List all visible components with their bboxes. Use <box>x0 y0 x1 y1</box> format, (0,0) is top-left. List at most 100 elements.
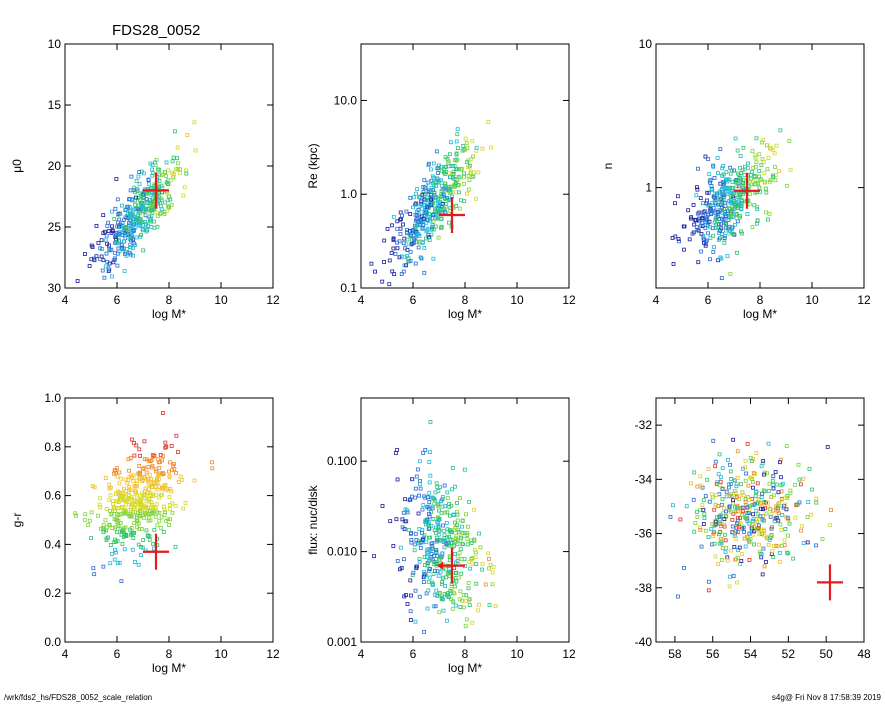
scatter-point <box>438 210 443 215</box>
scatter-point <box>682 247 686 252</box>
scatter-point <box>427 524 432 528</box>
scatter-point <box>467 499 471 504</box>
scatter-point <box>735 204 740 209</box>
scatter-point <box>437 528 441 533</box>
scatter-point <box>98 496 102 501</box>
scatter-point <box>682 566 686 570</box>
scatter-point <box>395 246 400 251</box>
scatter-point <box>395 447 400 452</box>
scatter-point <box>698 525 702 530</box>
scatter-point <box>115 561 120 565</box>
scatter-point <box>724 177 728 182</box>
scatter-points-n <box>670 128 793 281</box>
scatter-point <box>182 185 187 190</box>
scatter-point <box>753 493 758 498</box>
scatter-point <box>780 543 784 548</box>
y-tick-label: 1.0 <box>340 187 357 201</box>
scatter-point <box>132 507 137 512</box>
scatter-point <box>746 161 750 166</box>
scatter-point <box>451 164 455 168</box>
scatter-point <box>168 487 173 491</box>
scatter-point <box>720 232 725 237</box>
scatter-point <box>718 196 723 201</box>
scatter-point <box>159 183 164 188</box>
scatter-point <box>755 481 760 486</box>
scatter-point <box>483 582 488 587</box>
scatter-point <box>138 453 143 458</box>
scatter-point <box>434 216 439 220</box>
scatter-point <box>74 513 78 518</box>
scatter-point <box>488 563 493 567</box>
scatter-point <box>771 478 775 483</box>
scatter-point <box>767 179 772 184</box>
scatter-point <box>170 170 175 175</box>
scatter-point <box>98 257 103 262</box>
scatter-point <box>689 215 694 220</box>
scatter-point <box>727 482 731 487</box>
scatter-point <box>167 495 172 499</box>
scatter-point <box>461 605 466 610</box>
scatter-point <box>413 486 418 491</box>
scatter-point <box>174 471 179 475</box>
scatter-point <box>761 507 765 512</box>
scatter-point <box>408 259 413 263</box>
scatter-point <box>443 172 448 177</box>
scatter-point <box>441 608 446 613</box>
scatter-point <box>110 209 114 214</box>
scatter-point <box>419 206 424 211</box>
scatter-point <box>142 474 146 479</box>
scatter-point <box>162 212 167 216</box>
scatter-point <box>122 486 126 491</box>
scatter-point <box>707 499 712 504</box>
scatter-point <box>454 151 459 156</box>
scatter-point <box>133 243 138 247</box>
scatter-point <box>715 480 720 485</box>
scatter-point <box>465 160 470 165</box>
scatter-point <box>711 163 716 168</box>
scatter-point <box>756 174 761 179</box>
scatter-point <box>726 485 731 490</box>
scatter-point <box>128 210 133 215</box>
scatter-point <box>399 272 404 276</box>
scatter-point <box>142 489 147 494</box>
scatter-point <box>779 528 784 532</box>
scatter-point <box>173 503 178 508</box>
scatter-point <box>746 483 751 488</box>
scatter-point <box>108 561 113 566</box>
scatter-point <box>724 214 729 219</box>
scatter-point <box>742 530 746 534</box>
scatter-point <box>712 541 717 546</box>
scatter-point <box>715 515 719 520</box>
scatter-point <box>426 233 431 237</box>
x-tick-label: 56 <box>706 647 720 661</box>
scatter-point <box>413 202 417 207</box>
scatter-point <box>777 501 782 505</box>
scatter-point <box>144 528 149 533</box>
scatter-point <box>726 457 730 462</box>
scatter-point <box>446 164 451 169</box>
scatter-point <box>417 203 422 208</box>
scatter-point <box>128 213 133 217</box>
scatter-point <box>771 482 776 487</box>
scatter-point <box>758 506 763 511</box>
scatter-point <box>158 212 162 216</box>
scatter-point <box>814 543 818 548</box>
scatter-point <box>131 229 136 234</box>
scatter-point <box>108 543 113 547</box>
scatter-point <box>431 161 436 166</box>
scatter-point <box>737 173 742 178</box>
scatter-point <box>397 239 402 244</box>
scatter-point <box>450 606 455 611</box>
scatter-point <box>443 204 448 209</box>
scatter-point <box>420 192 425 197</box>
scatter-point <box>107 247 111 251</box>
scatter-point <box>128 488 133 493</box>
scatter-point <box>740 505 745 510</box>
scatter-point <box>698 527 703 532</box>
scatter-point <box>169 202 174 207</box>
scatter-point <box>106 220 111 225</box>
scatter-point <box>735 505 739 510</box>
scatter-point <box>430 546 435 551</box>
scatter-point <box>715 219 719 224</box>
scatter-point <box>452 584 457 589</box>
